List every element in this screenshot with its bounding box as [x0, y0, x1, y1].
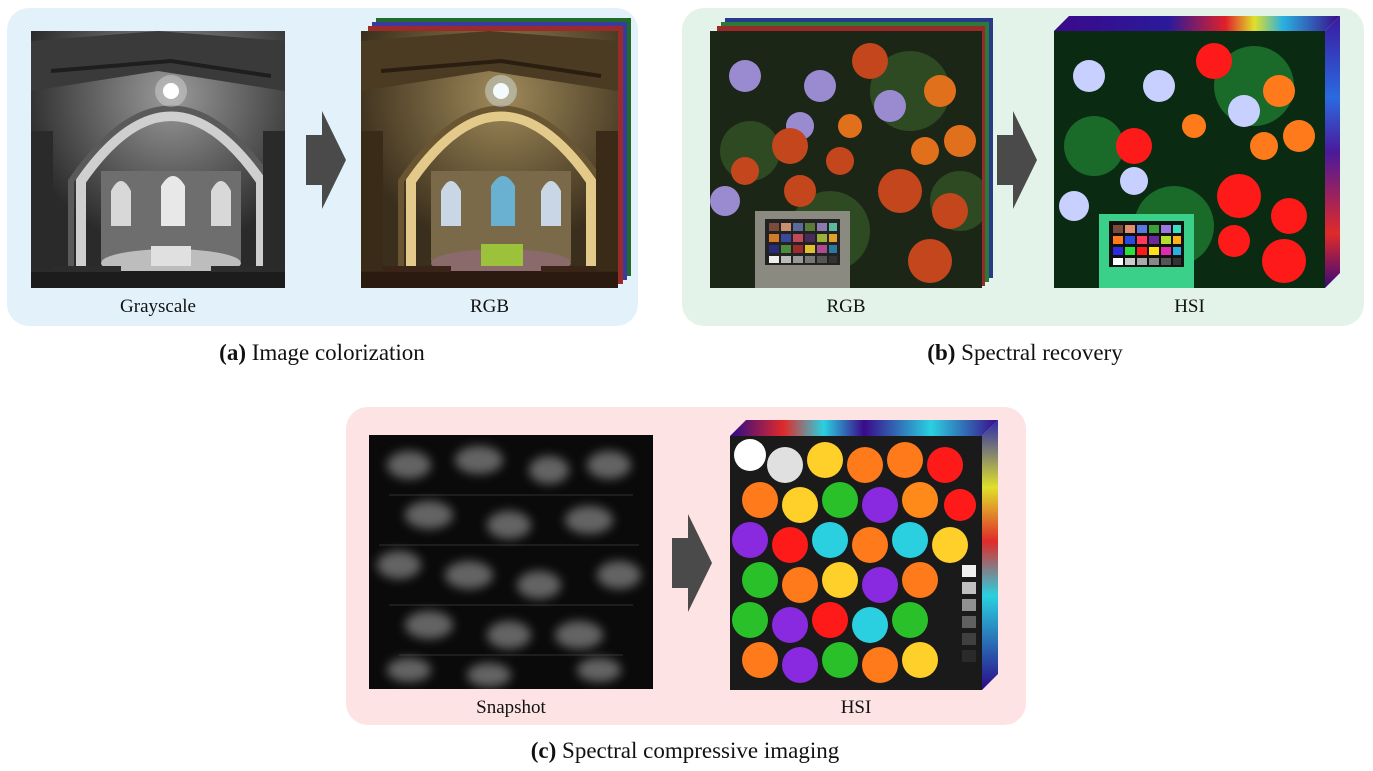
grayscale-label: Grayscale — [120, 296, 196, 317]
caption-a-text: Image colorization — [251, 340, 425, 365]
caption-a-letter: (a) — [219, 340, 246, 365]
grayscale-church-image — [31, 31, 285, 288]
rgb-label-a: RGB — [469, 296, 510, 317]
right-arrow-icon — [997, 111, 1037, 209]
right-arrow-icon — [672, 514, 712, 612]
caption-b-letter: (b) — [927, 340, 956, 365]
hsi-pompom-cube — [730, 420, 998, 690]
caption-b-text: Spectral recovery — [961, 340, 1123, 365]
caption-c: (c) Spectral compressive imaging — [430, 738, 940, 764]
snapshot-label: Snapshot — [476, 697, 546, 718]
right-arrow-icon — [306, 111, 346, 209]
rgb-label-b: RGB — [826, 296, 866, 317]
hsi-label-c: HSI — [840, 697, 872, 718]
hsi-label-b: HSI — [1174, 296, 1205, 317]
hsi-flowers-cube — [1054, 16, 1340, 288]
caption-c-letter: (c) — [530, 738, 557, 763]
rgb-flowers-image — [710, 31, 982, 288]
rgb-church-image — [361, 31, 618, 288]
caption-c-text: Spectral compressive imaging — [562, 738, 840, 763]
snapshot-image — [369, 435, 653, 689]
caption-a: (a) Image colorization — [107, 340, 537, 366]
caption-b: (b) Spectral recovery — [810, 340, 1240, 366]
